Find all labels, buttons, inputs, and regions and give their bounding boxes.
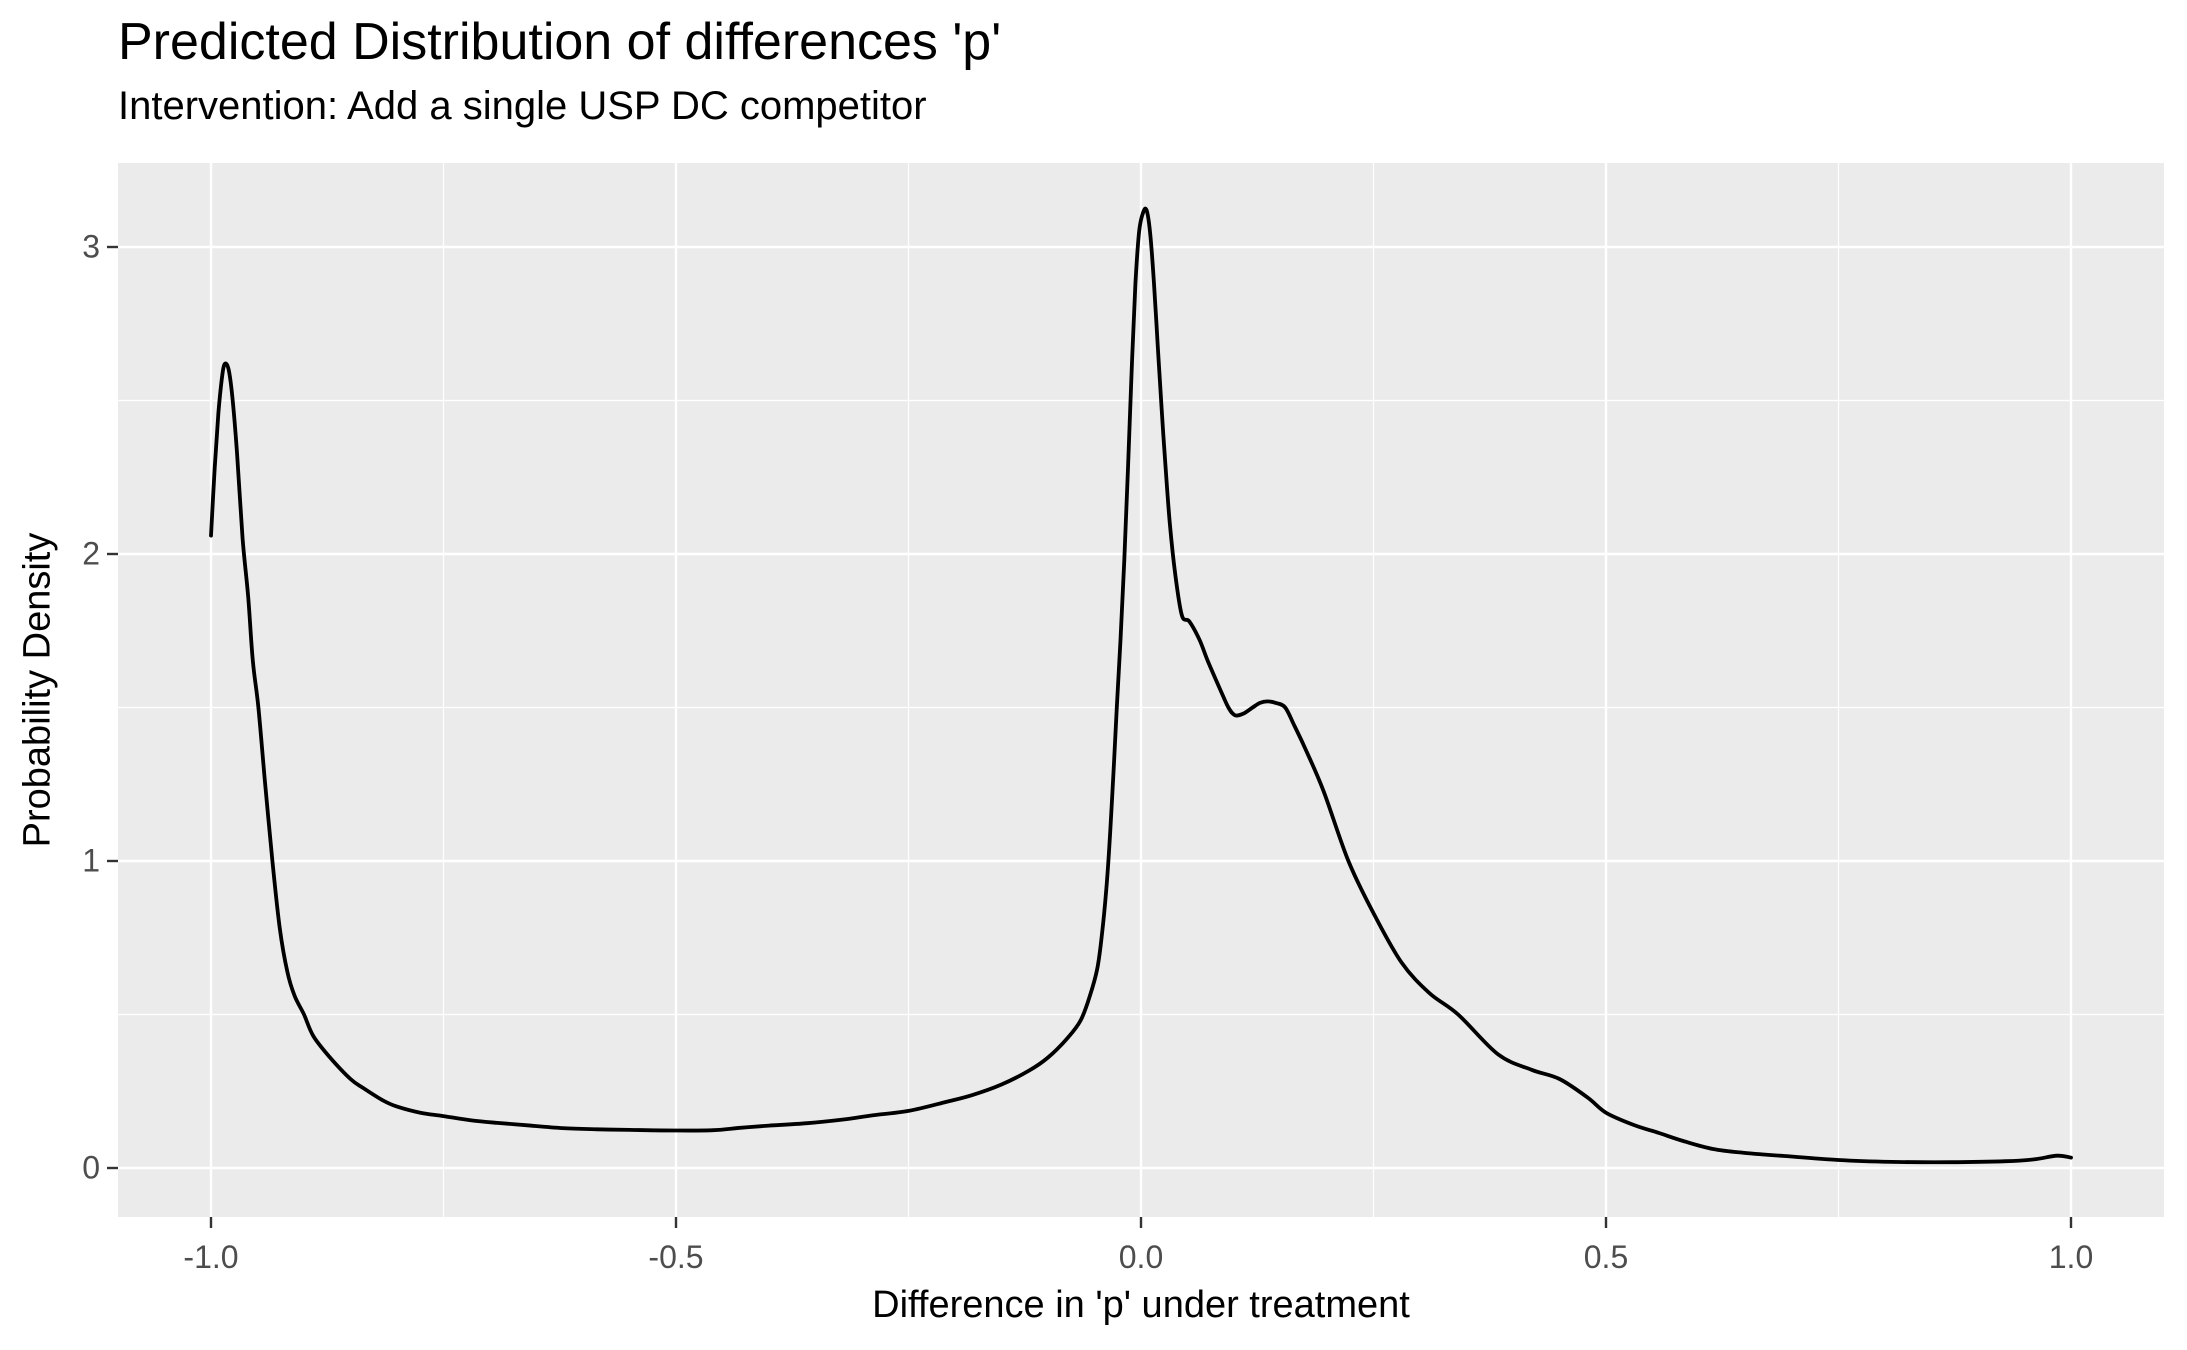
- x-tick-label: 0.0: [1118, 1239, 1164, 1275]
- y-tick-label: 2: [82, 535, 100, 572]
- x-tick-label: -0.5: [648, 1239, 704, 1275]
- x-tick-label: 1.0: [2048, 1239, 2094, 1275]
- y-tick-label: 3: [82, 228, 100, 265]
- chart-title: Predicted Distribution of differences 'p…: [118, 13, 1002, 71]
- x-axis-title: Difference in 'p' under treatment: [872, 1284, 1410, 1326]
- x-tick-label: -1.0: [183, 1239, 239, 1275]
- chart-subtitle: Intervention: Add a single USP DC compet…: [118, 84, 927, 128]
- major-gridlines: [118, 163, 2164, 1217]
- density-curve: [209, 206, 2073, 1165]
- axis-tick-marks: [107, 245, 2073, 1228]
- y-tick-label: 0: [82, 1149, 100, 1186]
- y-axis-title: Probability Density: [16, 532, 59, 848]
- x-tick-label: 0.5: [1583, 1239, 1629, 1275]
- y-tick-label: 1: [82, 842, 100, 879]
